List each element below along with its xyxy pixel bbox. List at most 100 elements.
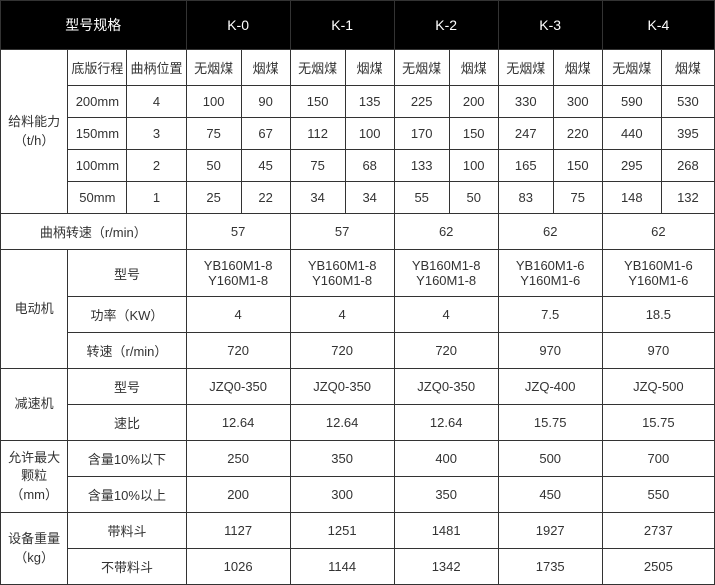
motor-power: 4	[290, 297, 394, 333]
motor-power-label: 功率（KW）	[68, 297, 186, 333]
val: 67	[241, 118, 290, 150]
feed-row-2: 100mm250457568133100165150295268	[1, 150, 715, 182]
ym: 烟煤	[553, 50, 602, 86]
crank: 3	[127, 118, 186, 150]
particle-below: 250	[186, 441, 290, 477]
val: 165	[498, 150, 553, 182]
travel: 150mm	[68, 118, 127, 150]
val: 170	[394, 118, 449, 150]
val: 225	[394, 86, 449, 118]
val: 330	[498, 86, 553, 118]
val: 150	[449, 118, 498, 150]
particle-below: 500	[498, 441, 602, 477]
val: 133	[394, 150, 449, 182]
val: 22	[241, 182, 290, 214]
crank-speed: 62	[602, 214, 714, 250]
val: 530	[661, 86, 714, 118]
crank-speed: 57	[290, 214, 394, 250]
val: 55	[394, 182, 449, 214]
spec-table: 型号规格K-0K-1K-2K-3K-4 给料能力（t/h）底版行程曲柄位置无烟煤…	[0, 0, 715, 585]
header-row: 型号规格K-0K-1K-2K-3K-4	[1, 1, 715, 50]
weight-label: 设备重量（kg）	[1, 513, 68, 585]
ym: 烟煤	[661, 50, 714, 86]
val: 200	[449, 86, 498, 118]
val: 590	[602, 86, 661, 118]
wwy: 无烟煤	[498, 50, 553, 86]
particle-below: 350	[290, 441, 394, 477]
wwy: 无烟煤	[602, 50, 661, 86]
travel-hdr: 底版行程	[68, 50, 127, 86]
crank-speed: 57	[186, 214, 290, 250]
reducer-ratio-label: 速比	[68, 405, 186, 441]
val: 148	[602, 182, 661, 214]
val: 150	[290, 86, 345, 118]
motor-speed: 720	[186, 333, 290, 369]
val: 45	[241, 150, 290, 182]
weight-without: 1144	[290, 549, 394, 585]
motor-speed: 970	[602, 333, 714, 369]
particle-above: 450	[498, 477, 602, 513]
reducer-model-row: 减速机型号JZQ0-350JZQ0-350JZQ0-350JZQ-400JZQ-…	[1, 369, 715, 405]
travel: 100mm	[68, 150, 127, 182]
reducer-ratio: 15.75	[498, 405, 602, 441]
motor-power: 18.5	[602, 297, 714, 333]
weight-without: 2505	[602, 549, 714, 585]
reducer-ratio-row: 速比12.6412.6412.6415.7515.75	[1, 405, 715, 441]
feed-row-3: 50mm12522343455508375148132	[1, 182, 715, 214]
val: 132	[661, 182, 714, 214]
val: 135	[345, 86, 394, 118]
reducer-model: JZQ-500	[602, 369, 714, 405]
particle-below: 700	[602, 441, 714, 477]
wwy: 无烟煤	[186, 50, 241, 86]
motor-model: YB160M1-6Y160M1-6	[602, 250, 714, 297]
motor-speed-label: 转速（r/min）	[68, 333, 186, 369]
val: 220	[553, 118, 602, 150]
particle-above: 350	[394, 477, 498, 513]
weight-without: 1026	[186, 549, 290, 585]
val: 100	[186, 86, 241, 118]
crank-hdr: 曲柄位置	[127, 50, 186, 86]
particle-below-row: 允许最大颗粒（mm）含量10%以下250350400500700	[1, 441, 715, 477]
reducer-model: JZQ0-350	[394, 369, 498, 405]
ym: 烟煤	[345, 50, 394, 86]
val: 34	[290, 182, 345, 214]
val: 300	[553, 86, 602, 118]
crank: 1	[127, 182, 186, 214]
reducer-label: 减速机	[1, 369, 68, 441]
val: 90	[241, 86, 290, 118]
val: 112	[290, 118, 345, 150]
weight-with: 1127	[186, 513, 290, 549]
weight-with-label: 带料斗	[68, 513, 186, 549]
particle-above: 550	[602, 477, 714, 513]
weight-with-row: 设备重量（kg）带料斗11271251148119272737	[1, 513, 715, 549]
motor-model: YB160M1-8Y160M1-8	[394, 250, 498, 297]
val: 34	[345, 182, 394, 214]
val: 100	[449, 150, 498, 182]
motor-power: 7.5	[498, 297, 602, 333]
val: 395	[661, 118, 714, 150]
motor-power: 4	[186, 297, 290, 333]
ym: 烟煤	[449, 50, 498, 86]
val: 295	[602, 150, 661, 182]
motor-power-row: 功率（KW）4447.518.5	[1, 297, 715, 333]
reducer-ratio: 12.64	[290, 405, 394, 441]
motor-speed: 720	[394, 333, 498, 369]
motor-model-label: 型号	[68, 250, 186, 297]
wwy: 无烟煤	[290, 50, 345, 86]
val: 247	[498, 118, 553, 150]
val: 50	[186, 150, 241, 182]
val: 100	[345, 118, 394, 150]
travel: 200mm	[68, 86, 127, 118]
particle-below-label: 含量10%以下	[68, 441, 186, 477]
weight-without: 1342	[394, 549, 498, 585]
val: 75	[553, 182, 602, 214]
motor-model: YB160M1-8Y160M1-8	[186, 250, 290, 297]
crank: 4	[127, 86, 186, 118]
val: 150	[553, 150, 602, 182]
weight-with: 1481	[394, 513, 498, 549]
motor-power: 4	[394, 297, 498, 333]
val: 50	[449, 182, 498, 214]
motor-model: YB160M1-8Y160M1-8	[290, 250, 394, 297]
crank-speed-label: 曲柄转速（r/min）	[1, 214, 187, 250]
motor-speed: 970	[498, 333, 602, 369]
